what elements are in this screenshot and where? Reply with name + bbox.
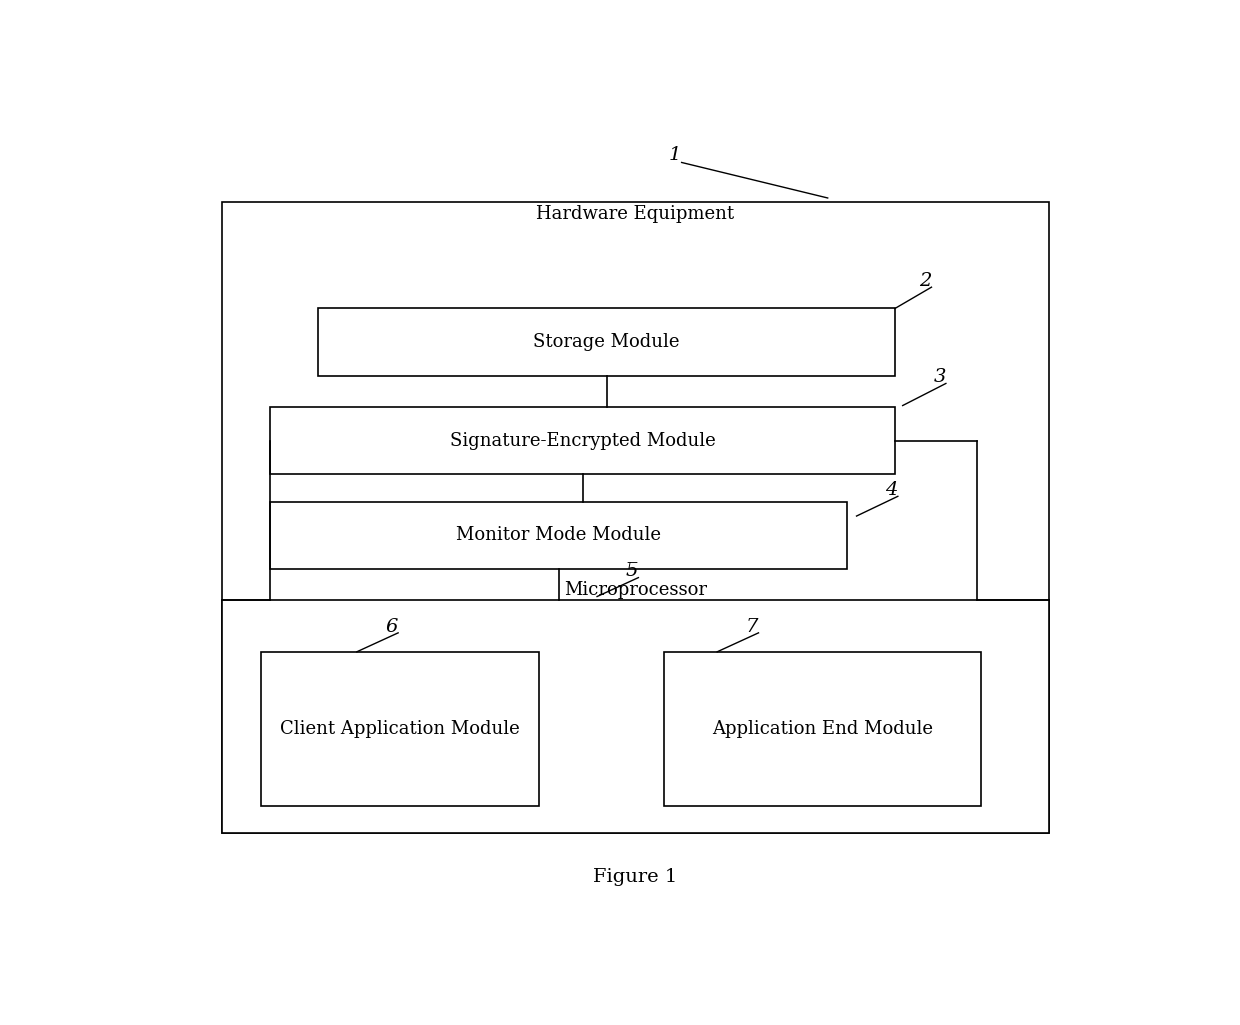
Text: Microprocessor: Microprocessor [564, 581, 707, 600]
Text: 1: 1 [670, 146, 682, 164]
Bar [222, 202, 1049, 833]
Bar [260, 652, 539, 806]
Text: Storage Module: Storage Module [533, 333, 680, 351]
Text: 4: 4 [885, 481, 898, 499]
Text: 7: 7 [746, 617, 759, 636]
Text: Figure 1: Figure 1 [594, 868, 677, 886]
Text: 2: 2 [919, 272, 931, 290]
Bar [665, 652, 982, 806]
Text: Signature-Encrypted Module: Signature-Encrypted Module [450, 432, 715, 450]
Bar [319, 309, 895, 375]
Bar [270, 502, 847, 569]
Text: Monitor Mode Module: Monitor Mode Module [456, 527, 661, 544]
Text: 6: 6 [386, 617, 398, 636]
Text: Hardware Equipment: Hardware Equipment [537, 205, 734, 222]
Text: Application End Module: Application End Module [713, 720, 934, 738]
Bar [270, 407, 895, 475]
Text: Client Application Module: Client Application Module [280, 720, 520, 738]
Text: 5̅: 5̅ [626, 563, 639, 580]
Text: 3: 3 [934, 368, 946, 386]
Bar [222, 601, 1049, 833]
